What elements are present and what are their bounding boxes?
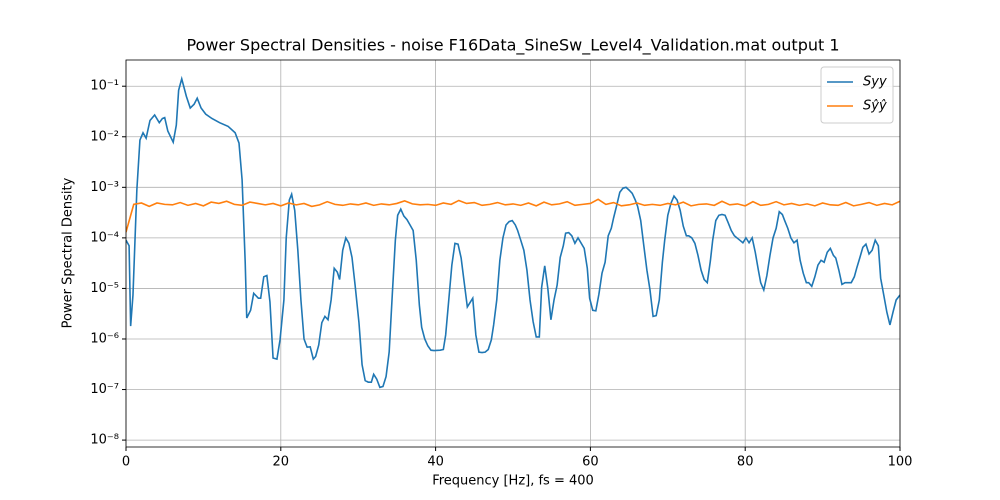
y-tick-label: 10⁻²	[90, 129, 119, 144]
x-tick-label: 80	[737, 455, 754, 470]
y-tick-label: 10⁻⁵	[90, 281, 119, 296]
y-tick-label: 10⁻¹	[90, 79, 119, 94]
series-line	[126, 198, 900, 233]
legend-label: Sŷŷ	[863, 99, 887, 114]
legend-box	[820, 66, 894, 124]
x-tick-label: 20	[273, 455, 290, 470]
y-axis-label: Power Spectral Density	[61, 177, 76, 328]
y-tick-label: 10⁻⁶	[90, 331, 119, 346]
y-tick-label: 10⁻⁸	[90, 433, 119, 448]
legend-label: Syy	[863, 75, 887, 90]
y-tick-label: 10⁻⁴	[90, 230, 119, 245]
x-tick-label: 100	[888, 455, 913, 470]
y-tick-label: 10⁻³	[90, 180, 119, 195]
x-tick-label: 40	[427, 455, 444, 470]
chart-title: Power Spectral Densities - noise F16Data…	[186, 36, 839, 56]
y-tick-label: 10⁻⁷	[90, 382, 119, 397]
plot-frame	[125, 59, 901, 448]
series-line	[126, 75, 900, 389]
legend: Syy Sŷŷ	[820, 66, 894, 124]
x-tick-label: 0	[122, 455, 130, 470]
x-axis-label: Frequency [Hz], fs = 400	[432, 474, 594, 489]
x-tick-label: 60	[582, 455, 599, 470]
